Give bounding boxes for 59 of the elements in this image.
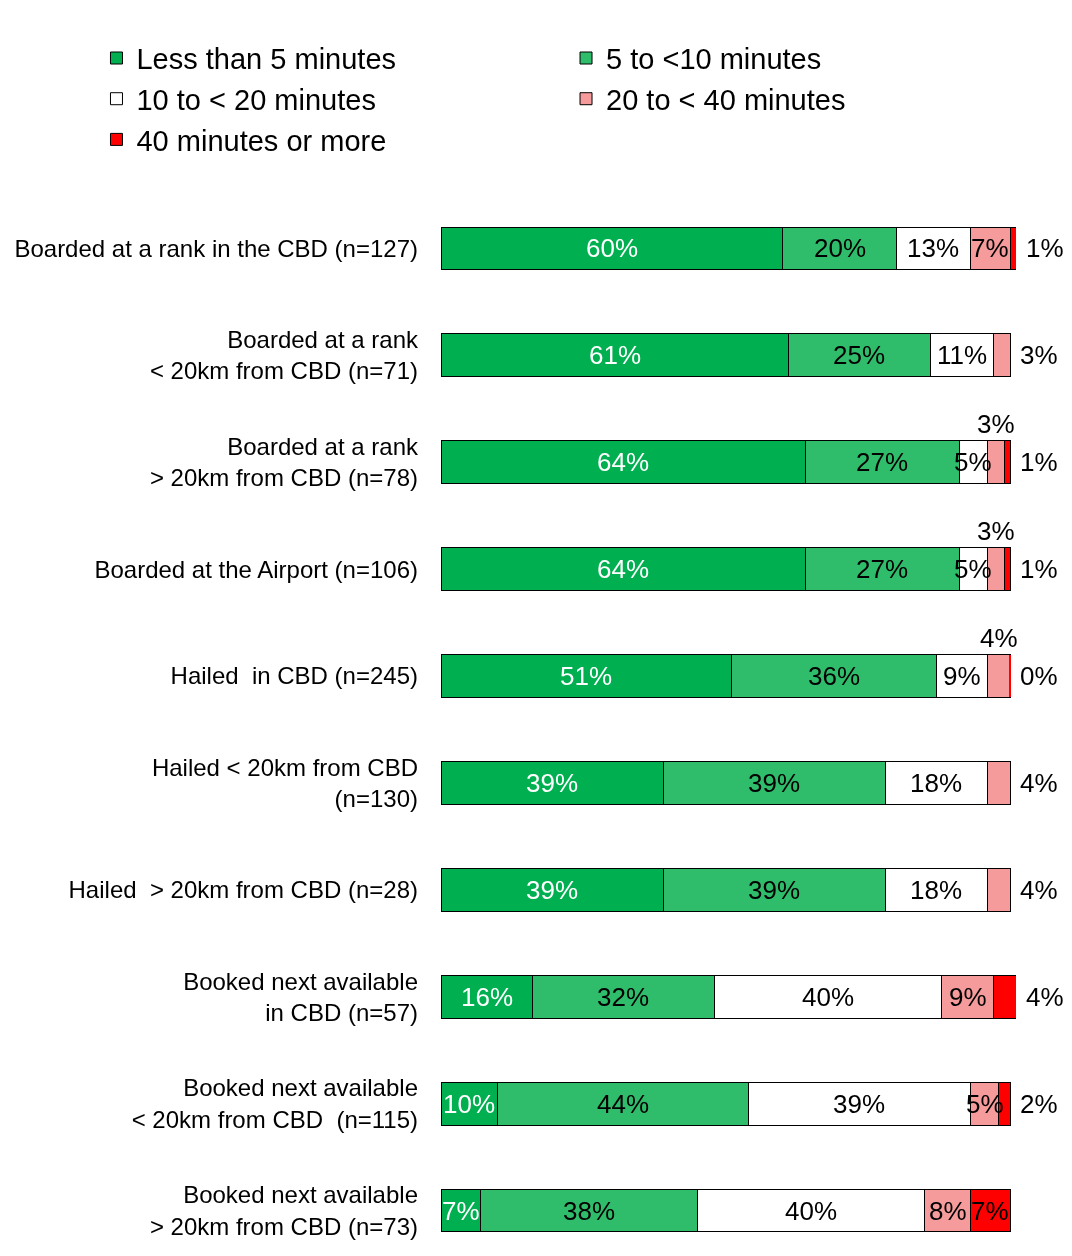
data-label: 32%: [597, 982, 650, 1012]
data-label: 4%: [1020, 875, 1058, 905]
data-label: 20%: [814, 233, 867, 263]
data-label: 9%: [943, 661, 981, 691]
data-label: 4%: [1026, 982, 1064, 1012]
y-tick-label: Hailed > 20km from CBD (n=28): [68, 876, 418, 904]
data-label: 13%: [907, 233, 960, 263]
data-label: 1%: [1026, 233, 1064, 263]
data-label: 27%: [856, 554, 909, 584]
data-label: 11%: [937, 340, 988, 370]
data-label: 39%: [748, 875, 801, 905]
data-label: 51%: [560, 661, 613, 691]
legend-label: 20 to < 40 minutes: [606, 84, 846, 117]
data-label: 4%: [1020, 768, 1058, 798]
data-label: 0%: [1020, 661, 1058, 691]
y-tick-label: Booked next available > 20km from CBD (n=73): [149, 1181, 418, 1240]
legend-label: Less than 5 minutes: [136, 43, 397, 76]
data-label: 39%: [748, 768, 801, 798]
data-label: 39%: [526, 768, 579, 798]
data-label: 64%: [597, 447, 650, 477]
y-tick-label: Boarded at a rank < 20km from CBD (n=71): [149, 326, 419, 385]
data-label: 64%: [597, 554, 650, 584]
data-label: 2%: [1020, 1089, 1058, 1119]
data-label: 61%: [589, 340, 642, 370]
y-tick-label: Booked next available in CBD (n=57): [183, 967, 418, 1026]
data-label: 60%: [586, 233, 639, 263]
y-tick-label: Boarded at the Airport (n=106): [94, 555, 418, 583]
data-label: 3%: [977, 409, 1015, 439]
y-tick-label: Booked next available < 20km from CBD (n=115): [131, 1074, 418, 1133]
data-label: 1%: [1020, 447, 1058, 477]
y-tick-label: Boarded at a rank in the CBD (n=127): [14, 234, 418, 262]
data-label: 7%: [442, 1196, 480, 1226]
data-label: 25%: [833, 340, 886, 370]
data-label: 27%: [856, 447, 909, 477]
data-label: 18%: [910, 768, 963, 798]
data-label: 3%: [1020, 340, 1058, 370]
data-label: 4%: [980, 623, 1018, 653]
data-label: 3%: [977, 516, 1015, 546]
data-label: 9%: [949, 982, 987, 1012]
y-tick-label: Boarded at a rank > 20km from CBD (n=78): [149, 433, 419, 492]
data-label: 16%: [461, 982, 514, 1012]
data-label: 7%: [971, 1196, 1009, 1226]
data-label: 40%: [802, 982, 855, 1012]
data-label: 36%: [808, 661, 861, 691]
data-label: 18%: [910, 875, 963, 905]
data-label: 39%: [833, 1089, 886, 1119]
legend-label: 10 to < 20 minutes: [136, 84, 376, 117]
data-label: 1%: [1020, 554, 1058, 584]
data-label: 8%: [929, 1196, 967, 1226]
data-label: 39%: [526, 875, 579, 905]
data-label: 40%: [785, 1196, 838, 1226]
legend-label: 5 to <10 minutes: [606, 43, 822, 76]
data-label: 7%: [971, 233, 1009, 263]
legend-label: 40 minutes or more: [136, 124, 387, 157]
data-label: 44%: [597, 1089, 650, 1119]
data-label: 10%: [443, 1089, 496, 1119]
data-label: 38%: [563, 1196, 616, 1226]
y-tick-label: Hailed < 20km from CBD (n=130): [151, 753, 418, 812]
y-tick-label: Hailed in CBD (n=245): [170, 662, 418, 690]
